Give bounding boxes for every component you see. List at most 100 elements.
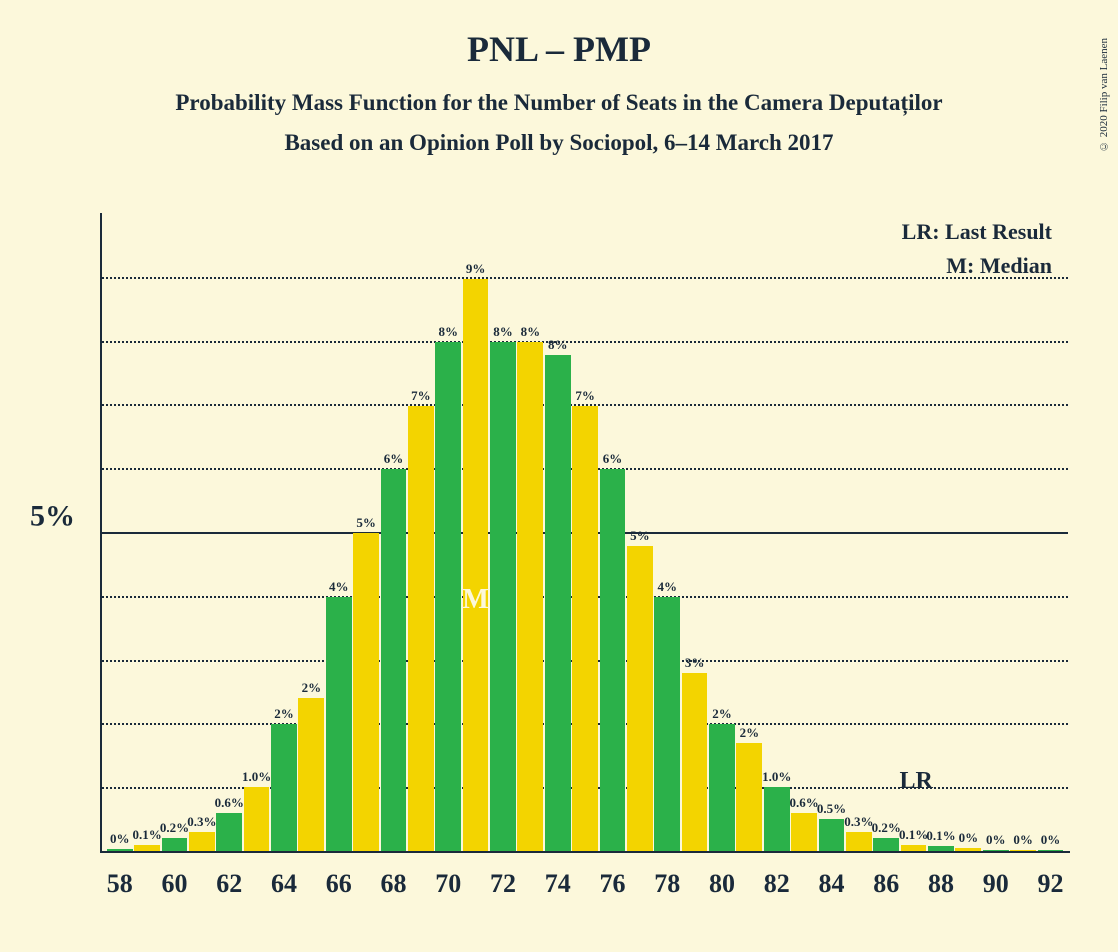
bar: 4% bbox=[654, 597, 680, 851]
bar-value-label: 0.6% bbox=[789, 795, 818, 811]
bar-value-label: 4% bbox=[329, 579, 349, 595]
bar-slot: 8% bbox=[517, 215, 544, 851]
bar: 0.3% bbox=[189, 832, 215, 851]
bar: 1.0% bbox=[764, 787, 790, 851]
x-tick-label: 68 bbox=[380, 869, 407, 899]
bar: 0.1% bbox=[901, 845, 927, 851]
bar-slot: 4% bbox=[654, 215, 681, 851]
x-tick-label: 92 bbox=[1037, 869, 1064, 899]
bar-value-label: 0% bbox=[1041, 832, 1061, 848]
bar-value-label: 0.3% bbox=[844, 814, 873, 830]
bar: 0% bbox=[955, 848, 981, 851]
copyright-text: © 2020 Filip van Laenen bbox=[1098, 38, 1110, 152]
bar-value-label: 0.1% bbox=[899, 827, 928, 843]
bar-value-label: 5% bbox=[630, 528, 650, 544]
bar-slot: 5% bbox=[352, 215, 379, 851]
x-tick-label: 70 bbox=[435, 869, 462, 899]
bar: 3% bbox=[682, 673, 708, 851]
bar-slot: 0% bbox=[1009, 215, 1036, 851]
x-tick-label: 58 bbox=[106, 869, 133, 899]
x-tick-label: 76 bbox=[599, 869, 626, 899]
bar: 0.1% bbox=[928, 846, 954, 851]
bar-slot: 8% bbox=[435, 215, 462, 851]
bar-value-label: 6% bbox=[384, 451, 404, 467]
bar: 2% bbox=[271, 724, 297, 851]
bar-value-label: 1.0% bbox=[242, 769, 271, 785]
bar-value-label: 3% bbox=[685, 655, 705, 671]
bar-slot: 0.5% bbox=[818, 215, 845, 851]
bar: 0% bbox=[1010, 850, 1036, 851]
x-tick-label: 82 bbox=[763, 869, 790, 899]
bars-container: 0%0.1%0.2%0.3%0.6%1.0%2%2%4%5%6%7%8%9%M8… bbox=[106, 215, 1064, 851]
bar-slot: 1.0% bbox=[243, 215, 270, 851]
bar-slot: 2% bbox=[298, 215, 325, 851]
bar: 8% bbox=[490, 342, 516, 851]
bar-slot: 0.3% bbox=[845, 215, 872, 851]
x-tick-label: 64 bbox=[270, 869, 297, 899]
bar: 6% bbox=[600, 469, 626, 851]
bar-slot: 6% bbox=[599, 215, 626, 851]
bar: 4% bbox=[326, 597, 352, 851]
bar-value-label: 2% bbox=[712, 706, 732, 722]
bar-value-label: 2% bbox=[274, 706, 294, 722]
bar-slot: 2% bbox=[708, 215, 735, 851]
x-tick-label: 60 bbox=[161, 869, 188, 899]
bar: 8% bbox=[435, 342, 461, 851]
bar-value-label: 0% bbox=[959, 830, 979, 846]
y-axis-label: 5% bbox=[30, 500, 75, 533]
bar-slot: 0.1% bbox=[927, 215, 954, 851]
bar-slot: 0.3% bbox=[188, 215, 215, 851]
bar: 0.2% bbox=[162, 838, 188, 851]
bar: 7% bbox=[572, 406, 598, 851]
bar-slot: 0% bbox=[1037, 215, 1064, 851]
bar-value-label: 5% bbox=[356, 515, 376, 531]
bar: 1.0% bbox=[244, 787, 270, 851]
bar-slot: 4% bbox=[325, 215, 352, 851]
bar-slot: 0.2% bbox=[161, 215, 188, 851]
bar-slot: 5% bbox=[626, 215, 653, 851]
bar-value-label: 4% bbox=[657, 579, 677, 595]
bar: 2% bbox=[736, 743, 762, 851]
bar: 0% bbox=[1038, 850, 1064, 851]
bar: 8% bbox=[517, 342, 543, 851]
lr-marker: LR bbox=[899, 768, 932, 795]
bar-value-label: 0.6% bbox=[215, 795, 244, 811]
bar-slot: 2% bbox=[270, 215, 297, 851]
x-tick-label: 74 bbox=[544, 869, 571, 899]
x-tick-label: 72 bbox=[489, 869, 516, 899]
bar-slot: 0% bbox=[982, 215, 1009, 851]
x-tick-label: 90 bbox=[982, 869, 1009, 899]
bar-slot: 8% bbox=[489, 215, 516, 851]
bar-slot: 0% bbox=[106, 215, 133, 851]
bar: 8% bbox=[545, 355, 571, 851]
chart-subtitle-1: Probability Mass Function for the Number… bbox=[0, 90, 1118, 116]
chart-container: 5% LR: Last Result M: Median 0%0.1%0.2%0… bbox=[30, 213, 1090, 893]
bar-value-label: 0% bbox=[986, 832, 1006, 848]
bar-value-label: 2% bbox=[302, 680, 322, 696]
bar: 5% bbox=[627, 546, 653, 851]
bar-value-label: 8% bbox=[521, 324, 541, 340]
bar-value-label: 7% bbox=[411, 388, 431, 404]
bar: 0% bbox=[983, 850, 1009, 851]
bar: 2% bbox=[298, 698, 324, 851]
chart-title: PNL – PMP bbox=[0, 28, 1118, 70]
bar: 9%M bbox=[463, 279, 489, 851]
x-tick-label: 78 bbox=[654, 869, 681, 899]
bar: 5% bbox=[353, 533, 379, 851]
x-axis-labels: 58 60 62 64 66 68 70 72 74 76 78 80 82 8… bbox=[106, 869, 1064, 899]
bar-value-label: 0.2% bbox=[872, 820, 901, 836]
bar-value-label: 0% bbox=[110, 831, 130, 847]
bar: 0.2% bbox=[873, 838, 899, 851]
bar-slot: 0.1% bbox=[133, 215, 160, 851]
bar-slot: 1.0% bbox=[763, 215, 790, 851]
bar-value-label: 6% bbox=[603, 451, 623, 467]
bar-value-label: 8% bbox=[438, 324, 458, 340]
x-tick-label: 88 bbox=[927, 869, 954, 899]
bar-value-label: 8% bbox=[548, 337, 568, 353]
bar-slot: 0% bbox=[955, 215, 982, 851]
bar-value-label: 0% bbox=[1013, 832, 1033, 848]
bar: 0% bbox=[107, 849, 133, 851]
plot-area: LR: Last Result M: Median 0%0.1%0.2%0.3%… bbox=[100, 213, 1070, 853]
bar-value-label: 9% bbox=[466, 261, 486, 277]
bar-slot: 3% bbox=[681, 215, 708, 851]
